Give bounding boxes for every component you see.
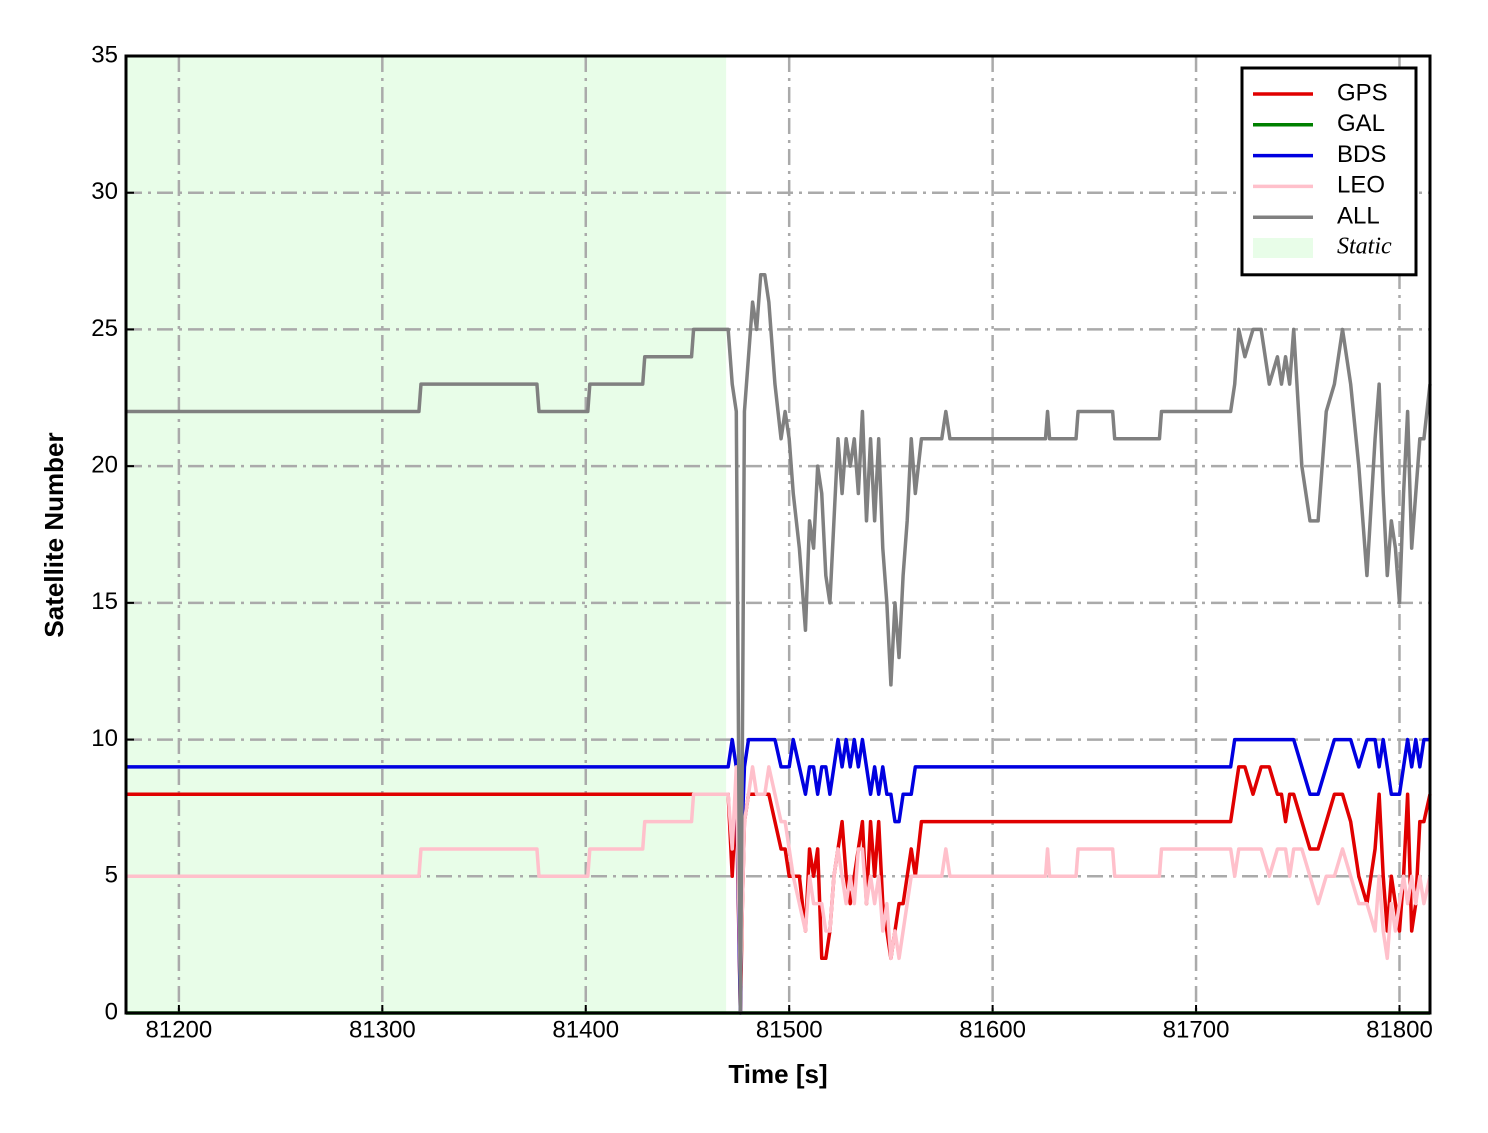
x-tick-label: 81300 xyxy=(349,1016,416,1043)
x-axis-label: Time [s] xyxy=(728,1059,827,1089)
legend-label: LEO xyxy=(1337,172,1385,199)
y-axis-label: Satellite Number xyxy=(39,432,69,637)
y-tick-label: 25 xyxy=(91,315,118,342)
series-line xyxy=(126,272,1432,1015)
series-line xyxy=(126,765,1432,988)
y-tick-label: 5 xyxy=(105,862,118,889)
x-tick-label: 81500 xyxy=(756,1016,823,1043)
legend-swatch xyxy=(1253,238,1313,258)
y-tick-label: 20 xyxy=(91,451,118,478)
legend-label: Static xyxy=(1337,234,1392,260)
y-tick-label: 30 xyxy=(91,178,118,205)
legend-label: GPS xyxy=(1337,79,1388,106)
legend-label: ALL xyxy=(1337,203,1380,230)
y-tick-label: 15 xyxy=(91,588,118,615)
shaded-region xyxy=(126,56,727,1013)
y-tick-label: 10 xyxy=(91,725,118,752)
x-tick-label: 81600 xyxy=(959,1016,1026,1043)
series-line xyxy=(126,737,1430,1015)
x-tick-label: 81400 xyxy=(552,1016,619,1043)
y-tick-label: 35 xyxy=(91,41,118,68)
x-tick-label: 81800 xyxy=(1366,1016,1433,1043)
x-tick-label: 81700 xyxy=(1163,1016,1230,1043)
legend-label: BDS xyxy=(1337,141,1386,168)
x-tick-label: 81200 xyxy=(146,1016,213,1043)
legend-label: GAL xyxy=(1337,110,1385,137)
y-tick-label: 0 xyxy=(105,998,118,1025)
plot-frame xyxy=(124,54,1432,1015)
